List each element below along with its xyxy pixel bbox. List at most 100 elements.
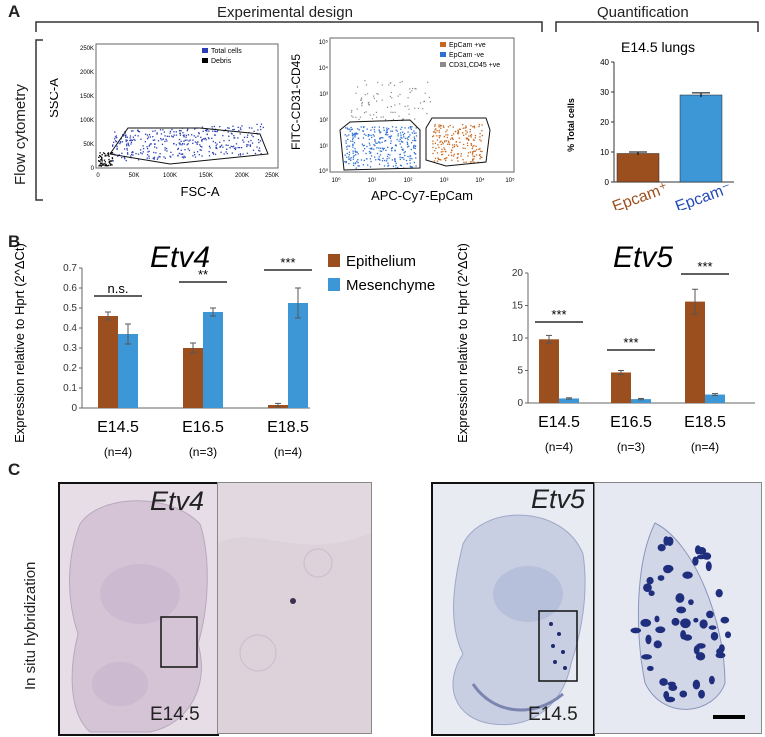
flow2-neg-dot: [387, 153, 389, 156]
flow2-pos-dot: [457, 153, 459, 156]
flow2-pos-dot: [475, 149, 478, 151]
flow1-event-dot: [123, 148, 126, 150]
flow2-pos-dot: [481, 124, 483, 126]
flow2-pos-dot: [451, 137, 453, 140]
flow2-pos-dot: [441, 153, 444, 156]
flow1-event-dot: [262, 126, 264, 129]
flow-plot-scatter: SSC-A 250K 200K 150K 100K 50K 0 0 50K 10…: [50, 43, 279, 199]
flow1-event-dot: [134, 134, 136, 137]
flow2-neg-dot: [345, 146, 348, 148]
flow1-event-dot: [201, 138, 203, 141]
flow2-neg-dot: [348, 145, 351, 147]
flow2-neg-dot: [357, 137, 360, 139]
flow2-neg-dot: [363, 147, 366, 150]
etv5-signal-blob: [710, 631, 719, 641]
flow2-pos-dot: [452, 138, 454, 140]
flow1-debris-dot: [101, 154, 103, 156]
flow2-pos-dot: [462, 127, 464, 129]
etv5-signal-blob: [692, 556, 699, 566]
flow2-neg-dot: [353, 142, 356, 144]
flow1-event-dot: [239, 153, 242, 155]
ytick-label: 0.5: [63, 303, 77, 314]
flow2-pos-dot: [463, 143, 465, 146]
bar-mesenchyme: [203, 312, 223, 408]
flow2-neg-dot: [362, 130, 364, 132]
flow1-event-dot: [184, 149, 186, 151]
flow2-pos-dot: [472, 159, 474, 162]
flow2-cd-dot: [350, 111, 353, 113]
flow1-event-dot: [185, 136, 187, 138]
flow2-neg-dot: [353, 133, 355, 135]
flow2-neg-dot: [369, 166, 372, 168]
flow2-neg-dot: [365, 152, 367, 155]
etv5-bar-chart: Etv5 Expression relative to Hprt (2^ΔCt)…: [455, 241, 755, 454]
flow1-event-dot: [119, 142, 121, 145]
flow1-event-dot: [198, 153, 200, 156]
category-n-label: (n=4): [104, 445, 132, 459]
flow1-debris-dot: [111, 157, 114, 160]
flow2-pos-dot: [444, 157, 447, 160]
flow1-event-dot: [152, 157, 154, 159]
flow2-neg-dot: [395, 126, 397, 128]
flow1-event-dot: [179, 134, 182, 136]
svg-text:200K: 200K: [80, 70, 94, 76]
flow2-pos-dot: [479, 157, 481, 160]
flow2-pos-dot: [445, 134, 447, 136]
flow2-neg-dot: [382, 149, 384, 151]
etv5-signal-blob: [671, 617, 680, 626]
flow2-neg-dot: [380, 150, 383, 152]
etv5-ylabel: Expression relative to Hprt (2^ΔCt): [455, 243, 470, 443]
flow1-debris-dot: [100, 156, 103, 158]
flow2-neg-dot: [390, 142, 392, 145]
flow2-pos-dot: [452, 144, 454, 146]
flow2-neg-dot: [414, 139, 416, 142]
svg-text:50K: 50K: [83, 142, 94, 148]
flow2-cd-dot: [394, 104, 396, 106]
flow1-event-dot: [258, 147, 261, 149]
flow1-event-dot: [232, 128, 234, 131]
flow1-event-dot: [177, 148, 179, 150]
flow2-neg-dot: [345, 127, 347, 129]
flow2-pos-dot: [448, 154, 450, 156]
flow2-cd-dot: [394, 111, 396, 113]
flow1-debris-dot: [107, 152, 110, 154]
flow2-pos-dot: [449, 138, 452, 140]
flow2-neg-dot: [404, 151, 406, 153]
flow2-pos-dot: [467, 139, 470, 141]
flow1-event-dot: [233, 135, 235, 137]
significance-label: n.s.: [108, 281, 129, 296]
flow2-neg-dot: [401, 156, 403, 159]
flow2-neg-dot: [404, 127, 406, 129]
flow1-event-dot: [239, 133, 241, 135]
flow1-event-dot: [125, 143, 128, 145]
flow1-event-dot: [197, 135, 199, 137]
flow2-neg-dot: [370, 147, 373, 149]
flow2-cd-dot: [409, 88, 411, 90]
svg-text:10⁴: 10⁴: [475, 177, 485, 184]
flow2-neg-dot: [403, 158, 405, 160]
flow1-event-dot: [186, 139, 188, 141]
flow1-event-dot: [190, 134, 193, 136]
flow2-neg-dot: [395, 144, 397, 146]
flow2-pos-dot: [481, 130, 483, 132]
flow1-event-dot: [183, 134, 185, 136]
flow1-debris-dot: [108, 155, 110, 157]
quant-bar: [616, 153, 660, 183]
flow2-yticks: 10⁵ 10⁴ 10³ 10² 10¹ 10⁰: [319, 39, 329, 175]
flow1-event-dot: [204, 137, 207, 140]
flow2-neg-dot: [379, 132, 381, 134]
flow2-neg-dot: [395, 145, 397, 147]
svg-text:10³: 10³: [440, 178, 449, 184]
flow1-debris-dot: [98, 160, 100, 162]
flow2-pos-dot: [439, 141, 441, 143]
flow2-pos-dot: [452, 133, 455, 135]
ish-side-label: In situ hybridization: [22, 561, 39, 690]
flow2-neg-dot: [403, 152, 405, 154]
etv5-signal-blob: [696, 554, 706, 560]
etv5-signal-blob: [630, 627, 642, 634]
flow2-neg-dot: [386, 158, 388, 160]
flow1-event-dot: [251, 142, 254, 144]
flow1-event-dot: [206, 128, 209, 131]
flow1-event-dot: [219, 125, 221, 128]
flow2-cd-dot: [382, 116, 385, 118]
